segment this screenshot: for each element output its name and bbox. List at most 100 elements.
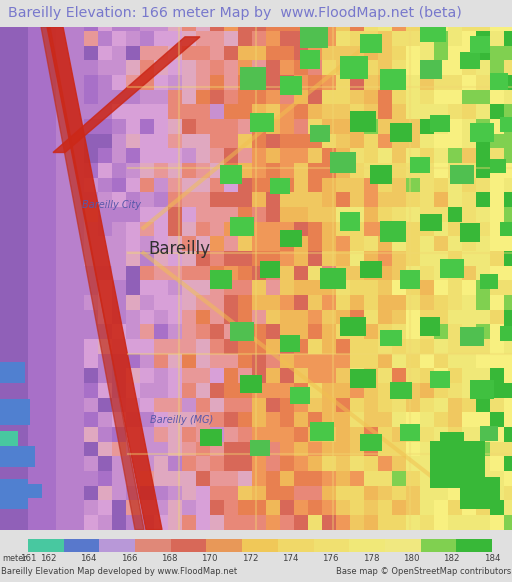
Bar [56, 90, 70, 104]
Bar [392, 412, 406, 427]
Bar [364, 412, 378, 427]
Bar [364, 442, 378, 456]
Bar [70, 192, 84, 207]
Bar [14, 398, 28, 412]
Bar [14, 354, 28, 368]
Bar [126, 265, 140, 281]
Bar [70, 265, 84, 281]
Bar [392, 368, 406, 383]
Bar [336, 368, 350, 383]
Bar [42, 456, 56, 471]
Bar [476, 75, 490, 90]
Bar [406, 412, 420, 427]
Bar [28, 485, 42, 501]
Bar [448, 398, 462, 412]
Bar [56, 398, 70, 412]
Bar [476, 295, 490, 310]
Bar [270, 178, 290, 194]
Bar [280, 178, 294, 192]
Bar [294, 207, 308, 222]
Bar [70, 16, 84, 31]
Bar [294, 339, 308, 354]
Bar [266, 2, 280, 16]
Bar [14, 207, 28, 222]
Bar [504, 192, 512, 207]
Bar [140, 456, 154, 471]
Bar [280, 90, 294, 104]
Bar [462, 515, 476, 530]
Bar [56, 354, 70, 368]
Bar [406, 251, 420, 265]
Bar [84, 222, 98, 236]
Bar [456, 539, 492, 552]
Bar [490, 2, 504, 16]
Bar [280, 310, 294, 324]
Bar [476, 90, 490, 104]
Bar [140, 45, 154, 61]
Bar [112, 354, 126, 368]
Bar [224, 207, 238, 222]
Bar [434, 471, 448, 485]
Bar [0, 501, 14, 515]
Bar [350, 236, 364, 251]
Bar [378, 398, 392, 412]
Bar [310, 125, 330, 142]
Bar [294, 471, 308, 485]
Bar [224, 501, 238, 515]
Bar [462, 295, 476, 310]
Bar [140, 515, 154, 530]
Bar [196, 236, 210, 251]
Bar [42, 119, 56, 134]
Bar [28, 456, 42, 471]
Bar [14, 192, 28, 207]
Bar [322, 148, 336, 163]
Bar [378, 163, 392, 178]
Bar [28, 265, 42, 281]
Bar [280, 192, 294, 207]
Bar [308, 31, 322, 45]
Bar [340, 317, 366, 336]
Bar [98, 339, 112, 354]
Bar [112, 398, 126, 412]
Bar [28, 75, 42, 90]
Bar [210, 456, 224, 471]
Bar [462, 265, 476, 281]
Bar [56, 251, 70, 265]
Bar [504, 383, 512, 398]
Bar [14, 16, 28, 31]
Bar [14, 471, 28, 485]
Bar [98, 45, 112, 61]
Bar [182, 104, 196, 119]
Bar [0, 412, 14, 427]
Bar [28, 501, 42, 515]
Bar [336, 281, 350, 295]
Bar [360, 261, 382, 278]
Bar [406, 471, 420, 485]
Bar [336, 295, 350, 310]
Bar [28, 471, 42, 485]
Bar [322, 501, 336, 515]
Bar [14, 442, 28, 456]
Bar [336, 324, 350, 339]
Bar [42, 90, 56, 104]
Bar [168, 163, 182, 178]
Bar [448, 310, 462, 324]
Bar [350, 31, 364, 45]
Bar [322, 178, 336, 192]
Bar [154, 104, 168, 119]
Bar [392, 104, 406, 119]
Bar [14, 295, 28, 310]
Bar [322, 515, 336, 530]
Bar [28, 178, 42, 192]
Bar [0, 148, 14, 163]
Bar [70, 265, 84, 281]
Bar [0, 339, 14, 354]
Bar [112, 427, 126, 442]
Bar [140, 207, 154, 222]
Bar [182, 354, 196, 368]
Bar [378, 471, 392, 485]
Bar [126, 501, 140, 515]
Bar [308, 16, 322, 31]
Bar [266, 442, 280, 456]
Bar [210, 192, 224, 207]
